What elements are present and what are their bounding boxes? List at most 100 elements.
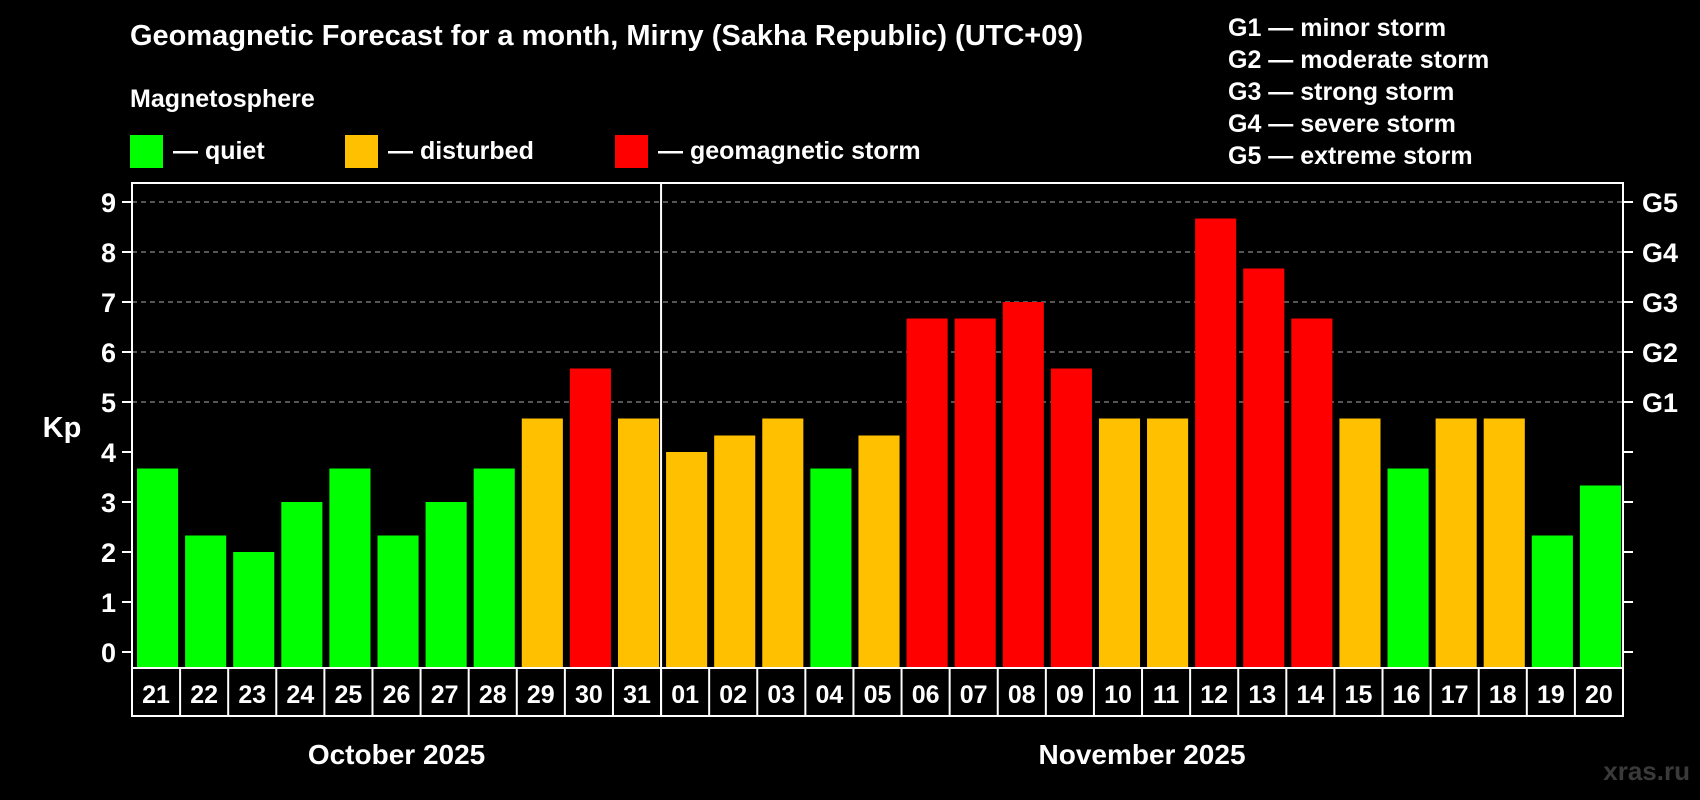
- g-scale-g3: G3 — strong storm: [1228, 78, 1455, 106]
- x-tick-label-30: 20: [1585, 681, 1613, 709]
- y-axis-label: Kp: [43, 412, 82, 444]
- bar-29-8: [521, 418, 563, 668]
- x-tick-label-14: 04: [815, 681, 843, 709]
- y-tick-label-0: 0: [101, 638, 116, 668]
- legend-item-disturbed: — disturbed: [345, 134, 534, 168]
- right-axis-label-g2: G2: [1642, 338, 1678, 368]
- bar-27-6: [425, 502, 467, 668]
- bar-17-27: [1435, 418, 1477, 668]
- x-tick-label-25: 15: [1345, 681, 1373, 709]
- bar-23-2: [233, 552, 275, 668]
- legend-swatch-quiet: [130, 134, 163, 168]
- g-scale-g1: G1 — minor storm: [1228, 14, 1447, 42]
- bar-28-7: [473, 468, 515, 668]
- x-tick-label-16: 06: [912, 681, 940, 709]
- x-tick-label-29: 19: [1537, 681, 1565, 709]
- x-tick-label-0: 21: [142, 681, 170, 709]
- x-tick-label-1: 22: [190, 681, 218, 709]
- x-tick-label-15: 05: [864, 681, 892, 709]
- g-scale-g2: G2 — moderate storm: [1228, 46, 1490, 74]
- legend-heading: Magnetosphere: [130, 85, 315, 113]
- x-tick-label-7: 28: [479, 681, 507, 709]
- bar-14-24: [1291, 318, 1333, 668]
- right-axis-label-g3: G3: [1642, 288, 1678, 318]
- bar-13-23: [1243, 268, 1285, 668]
- legend-swatch-storm: [615, 134, 648, 168]
- right-axis-label-g5: G5: [1642, 188, 1678, 218]
- bar-19-29: [1531, 535, 1573, 668]
- right-axis-label-g1: G1: [1642, 388, 1678, 418]
- legend-swatch-disturbed: [345, 134, 378, 168]
- y-tick-label-3: 3: [101, 488, 116, 518]
- legend-label-quiet: — quiet: [173, 136, 265, 165]
- x-tick-label-12: 02: [719, 681, 747, 709]
- bar-09-19: [1050, 368, 1092, 668]
- x-tick-label-10: 31: [623, 681, 651, 709]
- x-tick-label-8: 29: [527, 681, 555, 709]
- bar-16-26: [1387, 468, 1429, 668]
- bar-15-25: [1339, 418, 1381, 668]
- x-tick-label-22: 12: [1200, 681, 1228, 709]
- bar-05-15: [858, 435, 900, 668]
- bar-03-13: [762, 418, 804, 668]
- y-tick-label-9: 9: [101, 188, 116, 218]
- x-tick-label-18: 08: [1008, 681, 1036, 709]
- bar-11-21: [1147, 418, 1189, 668]
- bar-24-3: [281, 502, 323, 668]
- x-tick-label-24: 14: [1296, 681, 1324, 709]
- bar-21-0: [137, 468, 179, 668]
- legend-label-disturbed: — disturbed: [388, 136, 534, 165]
- bar-01-11: [666, 452, 708, 668]
- bar-02-12: [714, 435, 756, 668]
- y-tick-label-4: 4: [101, 438, 116, 468]
- x-tick-label-19: 09: [1056, 681, 1084, 709]
- x-tick-label-27: 17: [1441, 681, 1469, 709]
- y-tick-label-7: 7: [101, 288, 116, 318]
- chart-title: Geomagnetic Forecast for a month, Mirny …: [130, 20, 1084, 52]
- g-scale-g4: G4 — severe storm: [1228, 110, 1456, 138]
- bar-20-30: [1579, 485, 1621, 668]
- x-tick-label-2: 23: [238, 681, 266, 709]
- bar-12-22: [1195, 218, 1237, 668]
- x-tick-label-20: 10: [1104, 681, 1132, 709]
- legend-label-storm: — geomagnetic storm: [658, 136, 921, 165]
- y-tick-label-2: 2: [101, 538, 116, 568]
- bar-06-16: [906, 318, 948, 668]
- bar-04-14: [810, 468, 852, 668]
- bar-26-5: [377, 535, 419, 668]
- bar-30-9: [569, 368, 611, 668]
- x-tick-label-26: 16: [1393, 681, 1421, 709]
- bar-22-1: [185, 535, 227, 668]
- bar-08-18: [1002, 302, 1044, 668]
- g-scale-legend: G1 — minor storm G2 — moderate storm G3 …: [1228, 12, 1489, 172]
- x-tick-label-21: 11: [1153, 681, 1180, 709]
- x-tick-label-3: 24: [286, 681, 314, 709]
- legend-item-quiet: — quiet: [130, 134, 265, 168]
- x-tick-label-17: 07: [960, 681, 988, 709]
- bar-25-4: [329, 468, 371, 668]
- month-label-1: November 2025: [1039, 739, 1246, 770]
- date-axis-box: [131, 667, 1624, 717]
- month-label-0: October 2025: [308, 739, 485, 770]
- y-tick-label-1: 1: [101, 588, 116, 618]
- x-tick-label-28: 18: [1489, 681, 1517, 709]
- y-tick-label-5: 5: [101, 388, 116, 418]
- watermark: xras.ru: [1603, 756, 1690, 786]
- bar-31-10: [617, 418, 660, 668]
- bar-18-28: [1483, 418, 1525, 668]
- legend-item-storm: — geomagnetic storm: [615, 134, 921, 168]
- x-tick-label-23: 13: [1248, 681, 1276, 709]
- y-tick-label-8: 8: [101, 238, 116, 268]
- x-tick-label-9: 30: [575, 681, 603, 709]
- x-tick-label-13: 03: [767, 681, 795, 709]
- bar-07-17: [954, 318, 996, 668]
- bar-10-20: [1098, 418, 1141, 668]
- y-tick-label-6: 6: [101, 338, 116, 368]
- x-tick-label-11: 01: [671, 681, 699, 709]
- x-tick-label-4: 25: [335, 681, 363, 709]
- g-scale-g5: G5 — extreme storm: [1228, 142, 1473, 170]
- right-axis-label-g4: G4: [1642, 238, 1678, 268]
- x-tick-label-5: 26: [383, 681, 411, 709]
- x-tick-label-6: 27: [431, 681, 459, 709]
